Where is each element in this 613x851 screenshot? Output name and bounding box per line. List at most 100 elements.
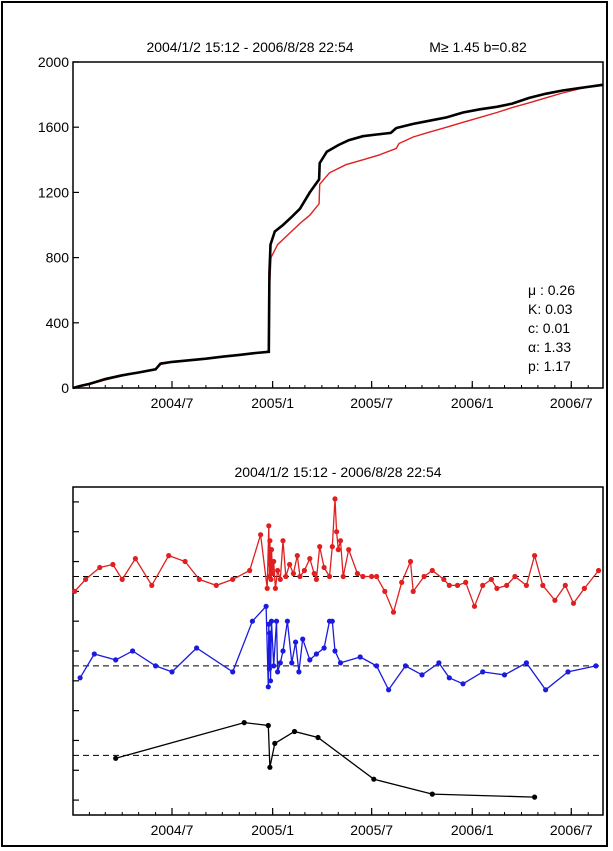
red-series-point	[270, 570, 276, 577]
bottom-x-tick-label: 2006/1	[451, 822, 494, 838]
red-series-point	[97, 564, 103, 571]
top-subtitle: M≥ 1.45 b=0.82	[429, 39, 527, 55]
red-series-point	[334, 529, 340, 535]
black-series-line	[115, 721, 535, 798]
red-series	[72, 496, 602, 615]
top-x-tick-label: 2006/7	[550, 395, 593, 411]
red-series-point	[196, 576, 202, 583]
blue-series-point	[263, 603, 269, 609]
red-series-point	[596, 567, 602, 574]
red-series-point	[421, 573, 427, 580]
blue-series-point	[386, 687, 392, 693]
top-y-tick-label: 1200	[38, 184, 69, 200]
red-series-point	[332, 496, 338, 502]
red-series-point	[280, 538, 286, 544]
red-series-point	[166, 553, 172, 559]
top-title: 2004/1/2 15:12 - 2006/8/28 22:54	[146, 39, 353, 55]
red-series-point	[266, 523, 272, 529]
bottom-x-tick-label: 2005/1	[251, 822, 294, 838]
blue-series-point	[329, 618, 335, 624]
red-series-point	[429, 567, 435, 574]
top-y-axis: 0 400 800 1200 1600 2000	[38, 54, 79, 396]
red-series-point	[369, 573, 375, 580]
black-series-point	[291, 728, 298, 735]
param-alpha: α: 1.33	[528, 339, 571, 355]
blue-series-point	[357, 654, 363, 660]
top-y-tick-label: 2000	[38, 54, 69, 70]
bottom-x-tick-label: 2005/7	[350, 822, 393, 838]
red-series-point	[277, 576, 283, 583]
blue-series-point	[480, 669, 486, 675]
bottom-x-tick-label: 2006/7	[550, 822, 593, 838]
blue-series-point	[593, 663, 599, 669]
red-series-point	[346, 547, 352, 553]
blue-series-point	[460, 681, 466, 687]
red-series-point	[247, 567, 253, 574]
blue-series-point	[565, 669, 571, 675]
blue-series-point	[321, 645, 327, 651]
blue-series-point	[230, 669, 236, 675]
red-series-point	[329, 544, 335, 550]
blue-series-point	[280, 648, 286, 654]
top-series-group	[72, 83, 604, 390]
top-y-tick-label: 1600	[38, 119, 69, 135]
red-series-point	[132, 556, 138, 562]
blue-series-point	[267, 678, 274, 684]
blue-series	[77, 603, 599, 693]
red-series-point	[294, 553, 300, 559]
black-series-point	[315, 734, 321, 741]
red-series-point	[275, 567, 281, 574]
red-series-point	[540, 582, 546, 589]
parameter-box: μ : 0.26 K: 0.03 c: 0.01 α: 1.33 p: 1.17	[528, 282, 575, 374]
blue-series-point	[296, 669, 302, 675]
red-series-point	[230, 576, 236, 583]
model-cumulative-line	[72, 83, 604, 389]
red-series-point	[317, 544, 323, 550]
red-series-point	[532, 553, 538, 559]
bottom-title: 2004/1/2 15:12 - 2006/8/28 22:54	[234, 464, 441, 480]
blue-series-point	[77, 675, 83, 681]
top-x-axis: 2004/7 2005/1 2005/7 2006/1 2006/7	[88, 381, 593, 411]
red-series-point	[581, 585, 588, 592]
red-series-point	[480, 582, 486, 589]
blue-series-point	[436, 660, 442, 666]
observed-cumulative-line	[72, 83, 604, 390]
blue-series-point	[194, 645, 200, 651]
red-series-point	[287, 561, 293, 568]
blue-series-point	[266, 666, 272, 672]
red-series-line	[74, 498, 600, 615]
red-series-point	[301, 567, 307, 574]
red-series-point	[354, 570, 360, 577]
red-series-point	[562, 582, 568, 589]
param-p: p: 1.17	[528, 358, 571, 374]
red-series-point	[119, 576, 125, 583]
red-series-point	[390, 609, 397, 615]
black-series-point	[241, 720, 247, 726]
red-series-point	[267, 538, 273, 544]
blue-series-point	[374, 663, 380, 669]
red-series-point	[72, 588, 78, 595]
red-series-point	[374, 573, 380, 580]
blue-series-point	[91, 651, 97, 657]
red-series-point	[494, 585, 500, 592]
bottom-x-tick-label: 2004/7	[151, 822, 194, 838]
blue-series-point	[501, 672, 508, 678]
top-x-tick-label: 2005/7	[350, 395, 393, 411]
blue-series-point	[300, 636, 306, 642]
red-series-point	[407, 558, 414, 565]
black-series-point	[532, 794, 538, 800]
red-series-point	[512, 573, 518, 580]
black-series-point	[267, 764, 273, 770]
blue-series-point	[284, 618, 290, 624]
blue-series-line	[79, 604, 597, 692]
red-series-point	[110, 561, 116, 568]
top-y-tick-label: 400	[46, 315, 70, 331]
red-series-point	[446, 582, 452, 589]
blue-series-point	[267, 630, 273, 636]
blue-series-point	[113, 657, 119, 663]
black-series-point	[272, 740, 278, 747]
top-x-tick-label: 2005/1	[251, 395, 294, 411]
red-series-point	[311, 570, 317, 577]
red-series-point	[570, 600, 577, 606]
